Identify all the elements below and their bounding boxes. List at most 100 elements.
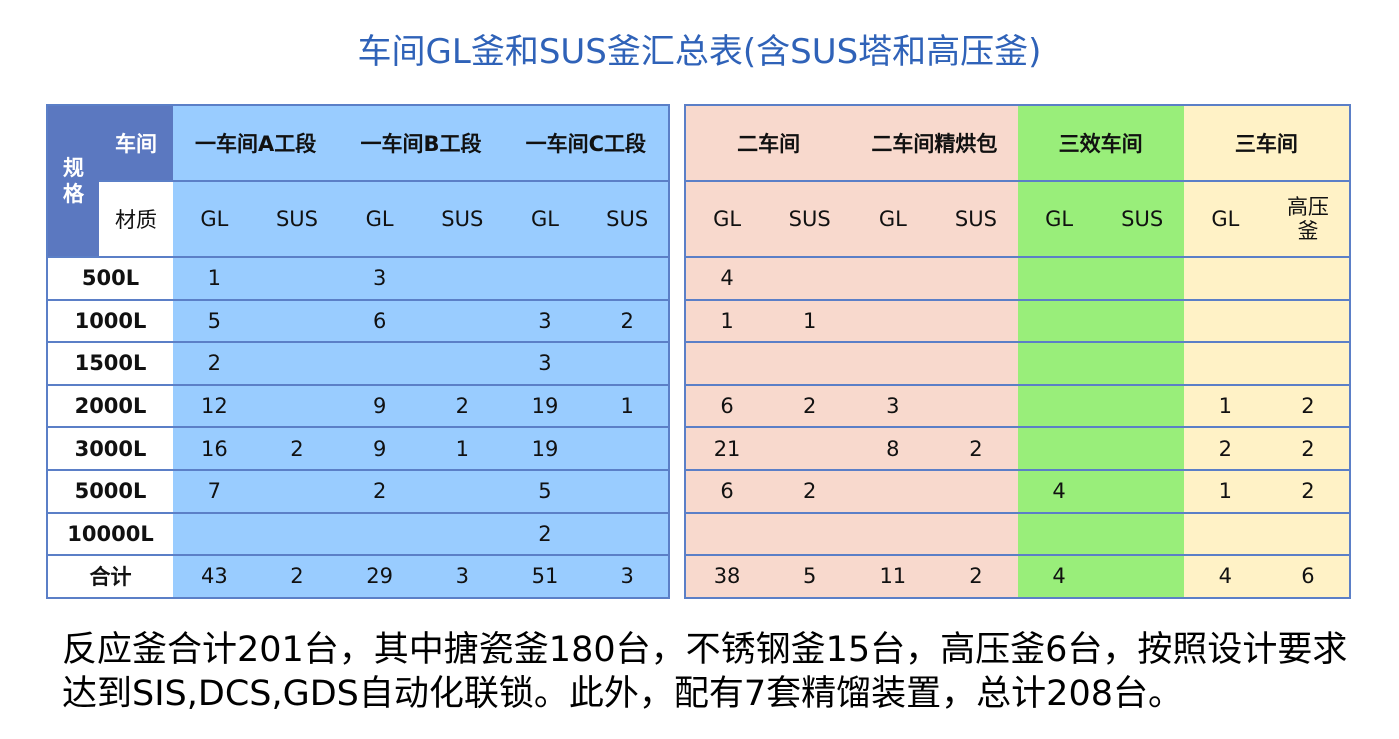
material-header: SUS bbox=[768, 180, 852, 258]
material-header: GL bbox=[338, 180, 421, 258]
cell bbox=[685, 341, 769, 386]
cell: 6 bbox=[685, 383, 769, 429]
row-label: 5000L bbox=[47, 468, 173, 514]
cell: 6 bbox=[1266, 554, 1350, 599]
group-header: 一车间A工段 bbox=[173, 104, 339, 182]
data-row bbox=[685, 511, 1350, 557]
cell bbox=[851, 511, 935, 557]
cell: 3 bbox=[503, 341, 587, 386]
cell bbox=[1266, 298, 1350, 344]
header-row: 材质 GL SUS GL SUS GL SUS bbox=[47, 180, 669, 258]
cell bbox=[768, 341, 852, 386]
cell: 43 bbox=[173, 554, 256, 599]
cell bbox=[1266, 511, 1350, 557]
cell: 19 bbox=[503, 426, 587, 471]
cell: 2 bbox=[1266, 383, 1350, 429]
cell bbox=[255, 468, 339, 514]
cell: 1 bbox=[420, 426, 504, 471]
cell bbox=[1183, 341, 1267, 386]
material-header: SUS bbox=[1100, 180, 1184, 258]
cell bbox=[255, 256, 339, 301]
cell bbox=[1100, 554, 1184, 599]
cell: 38 bbox=[685, 554, 769, 599]
data-row: 500L 1 3 bbox=[47, 256, 669, 301]
cell bbox=[255, 298, 339, 344]
cell bbox=[420, 256, 504, 301]
cell bbox=[1100, 341, 1184, 386]
cell: 1 bbox=[685, 298, 769, 344]
group-header: 三车间 bbox=[1183, 104, 1350, 182]
cell bbox=[1017, 341, 1101, 386]
cell bbox=[420, 468, 504, 514]
cell bbox=[851, 298, 935, 344]
data-row: 1500L 2 3 bbox=[47, 341, 669, 386]
cell: 2 bbox=[934, 554, 1018, 599]
cell: 1 bbox=[586, 383, 669, 429]
cell: 3 bbox=[338, 256, 421, 301]
cell bbox=[586, 468, 669, 514]
cell bbox=[255, 383, 339, 429]
data-row: 4 bbox=[685, 256, 1350, 301]
data-row: 10000L 2 bbox=[47, 511, 669, 557]
cell: 2 bbox=[586, 298, 669, 344]
material-header: GL bbox=[1017, 180, 1101, 258]
material-header: SUS bbox=[255, 180, 339, 258]
material-header: GL bbox=[685, 180, 769, 258]
cell: 2 bbox=[1266, 426, 1350, 471]
cell: 1 bbox=[1183, 468, 1267, 514]
cell: 2 bbox=[255, 426, 339, 471]
row-label: 3000L bbox=[47, 426, 173, 471]
cell bbox=[420, 341, 504, 386]
cell: 12 bbox=[173, 383, 256, 429]
cell: 2 bbox=[503, 511, 587, 557]
cell bbox=[934, 511, 1018, 557]
corner-side: 规格 bbox=[47, 104, 99, 258]
cell: 6 bbox=[338, 298, 421, 344]
cell bbox=[503, 256, 587, 301]
cell: 21 bbox=[685, 426, 769, 471]
data-row: 2000L 12 9 2 19 1 bbox=[47, 383, 669, 429]
row-label: 500L bbox=[47, 256, 173, 301]
cell bbox=[1017, 426, 1101, 471]
cell bbox=[1183, 298, 1267, 344]
cell bbox=[685, 511, 769, 557]
cell: 3 bbox=[503, 298, 587, 344]
cell bbox=[586, 426, 669, 471]
row-label: 2000L bbox=[47, 383, 173, 429]
cell: 1 bbox=[1183, 383, 1267, 429]
cell bbox=[173, 511, 256, 557]
cell bbox=[1100, 298, 1184, 344]
cell: 11 bbox=[851, 554, 935, 599]
cell bbox=[1017, 383, 1101, 429]
cell: 4 bbox=[1017, 468, 1101, 514]
cell bbox=[1100, 511, 1184, 557]
cell: 4 bbox=[1017, 554, 1101, 599]
cell: 2 bbox=[173, 341, 256, 386]
cell: 9 bbox=[338, 426, 421, 471]
cell bbox=[1266, 256, 1350, 301]
group-header: 一车间B工段 bbox=[338, 104, 504, 182]
group-header: 三效车间 bbox=[1017, 104, 1184, 182]
cell: 7 bbox=[173, 468, 256, 514]
cell bbox=[1100, 426, 1184, 471]
material-header: SUS bbox=[586, 180, 669, 258]
cell bbox=[1017, 256, 1101, 301]
cell bbox=[1100, 256, 1184, 301]
data-row: 5000L 7 2 5 bbox=[47, 468, 669, 514]
cell: 1 bbox=[173, 256, 256, 301]
cell: 2 bbox=[1183, 426, 1267, 471]
data-row: 38 5 11 2 4 4 6 bbox=[685, 554, 1350, 599]
cell bbox=[586, 341, 669, 386]
cell bbox=[934, 383, 1018, 429]
cell bbox=[420, 511, 504, 557]
cell bbox=[851, 256, 935, 301]
material-header: GL bbox=[1183, 180, 1267, 258]
row-label: 1000L bbox=[47, 298, 173, 344]
cell: 2 bbox=[768, 468, 852, 514]
header-row: 规格 车间 一车间A工段 一车间B工段 一车间C工段 bbox=[47, 104, 669, 258]
cell: 2 bbox=[420, 383, 504, 429]
cell: 19 bbox=[503, 383, 587, 429]
cell bbox=[420, 298, 504, 344]
